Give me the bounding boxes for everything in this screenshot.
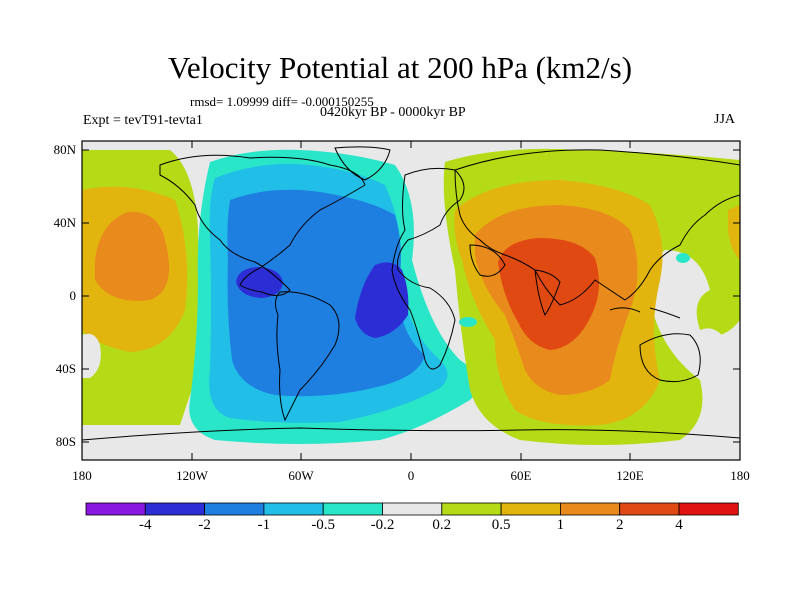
y-label-40s: 40S [55,361,76,376]
x-label-60e: 60E [510,468,532,483]
y-label-80n: 80N [53,142,76,157]
period-subtitle: 0420kyr BP - 0000kyr BP [320,105,466,120]
colorbar-box-9 [619,502,680,516]
field-small-cyan-africa [459,317,477,327]
plot-title: Velocity Potential at 200 hPa (km2/s) [167,50,633,85]
colorbar-label-3: -0.5 [311,517,336,533]
x-label-120e: 120E [616,468,644,483]
x-label-180-right: 180 [730,468,750,483]
x-label-120w: 120W [176,468,208,483]
colorbar-label-6: 0.5 [491,517,511,533]
field-east-pacific-orange [728,205,740,260]
experiment-label: Expt = tevT91-tevta1 [83,113,203,128]
stats-subtitle: rmsd= 1.09999 diff= -0.000150255 [190,94,374,109]
colorbar-label-7: 1 [556,517,565,533]
colorbar-box-4 [322,502,383,516]
x-label-60w: 60W [288,468,314,483]
colorbar-label-2: -1 [257,517,271,533]
field-neg-core-west [236,267,283,298]
colorbar-box-5 [382,502,443,516]
y-label-80s: 80S [55,434,76,449]
colorbar-box-8 [560,502,621,516]
colorbar-label-5: 0.2 [432,517,452,533]
colorbar-box-10 [678,502,739,516]
x-label-180-left: 180 [72,468,92,483]
field-pos-red-orange [498,238,599,350]
season-label: JJA [714,112,736,127]
colorbar-box-0 [85,502,146,516]
colorbar-label-9: 4 [675,517,683,533]
x-label-0: 0 [407,468,415,483]
colorbar-box-6 [441,502,502,516]
colorbar-box-3 [263,502,324,516]
colorbar-label-8: 2 [615,517,624,533]
y-label-0: 0 [69,288,77,303]
colorbar [85,502,739,516]
colorbar-box-1 [144,502,206,516]
colorbar-label-1: -2 [198,517,211,533]
colorbar-label-0: -4 [139,517,152,533]
colorbar-box-7 [500,502,561,516]
field-small-cyan [676,253,690,263]
field-right-gap [700,328,725,370]
colorbar-box-2 [204,502,265,516]
field-sw-gap [82,333,101,378]
field-pacific-dark-orange [95,211,170,301]
colorbar-label-4: -0.2 [370,517,395,533]
map-field [82,141,740,460]
y-ticks [82,149,740,443]
x-ticks [191,141,631,460]
y-label-40n: 40N [53,215,76,230]
coastlines [82,146,740,441]
